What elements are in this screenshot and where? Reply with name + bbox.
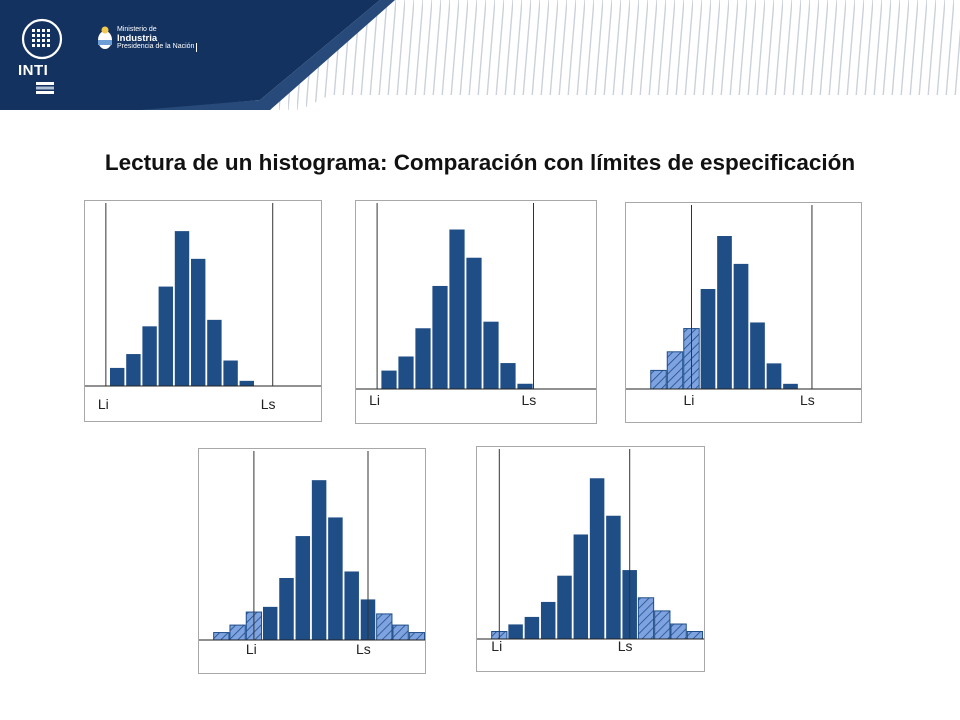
- slide-title: Lectura de un histograma: Comparación co…: [104, 150, 856, 175]
- histogram-bar: [749, 321, 766, 390]
- histogram-bar: [238, 380, 255, 387]
- histogram-panel-3: Li Ls: [625, 202, 862, 423]
- inti-logo-text: INTI: [18, 62, 49, 79]
- lower-limit-label: Li: [684, 392, 695, 408]
- upper-limit-label: Ls: [261, 396, 276, 412]
- histogram-bar: [174, 230, 191, 387]
- lower-limit-label: Li: [246, 641, 257, 657]
- histogram-bar: [125, 353, 142, 387]
- ministry-label: Ministerio de Industria Presidencia de l…: [117, 26, 198, 52]
- ministry-line2: Industria: [117, 32, 158, 44]
- histogram-bar: [448, 228, 466, 390]
- flag-stripes-icon: [36, 82, 54, 94]
- histogram-bar-outside: [686, 631, 704, 640]
- histogram-bar: [507, 623, 524, 640]
- histogram-bar-outside: [376, 613, 393, 641]
- histogram-panel-4: Li Ls: [198, 448, 426, 674]
- histogram-chart: Li Ls: [626, 205, 861, 408]
- histogram-panel-5: Li Ls: [476, 446, 705, 672]
- histogram-bar: [465, 256, 483, 390]
- lower-limit-label: Li: [369, 392, 380, 408]
- upper-limit-label: Ls: [356, 641, 371, 657]
- histogram-bar: [732, 263, 750, 390]
- histogram-bar: [556, 574, 573, 640]
- histogram-bar: [523, 616, 540, 640]
- histogram-bar-outside: [637, 597, 655, 640]
- histogram-bar: [206, 319, 223, 387]
- histogram-bar-outside: [408, 632, 425, 641]
- header-banner: [0, 0, 960, 110]
- histogram-bar: [343, 570, 360, 641]
- ministry-line3: Presidencia de la Nación: [117, 43, 198, 52]
- histogram-bar-outside: [654, 610, 671, 640]
- histogram-bar-outside: [666, 351, 684, 390]
- histogram-bar: [380, 369, 398, 390]
- inti-logo-icon: [21, 18, 63, 60]
- histogram-bar: [222, 359, 239, 387]
- histogram-bar: [540, 601, 557, 640]
- histogram-bar-outside: [650, 369, 667, 390]
- upper-limit-label: Ls: [800, 392, 815, 408]
- histogram-bar: [605, 514, 622, 640]
- histogram-bar: [516, 382, 534, 390]
- histogram-bar: [157, 285, 174, 387]
- ministry-line1: Ministerio de: [117, 26, 157, 33]
- histogram-bar: [278, 577, 295, 641]
- histogram-bar: [765, 362, 783, 390]
- histogram-chart: Li Ls: [356, 203, 596, 408]
- histogram-bar: [589, 477, 606, 640]
- histogram-bar: [782, 383, 799, 390]
- histogram-bar: [716, 235, 733, 390]
- histogram-bar: [311, 479, 328, 641]
- histogram-chart: Li Ls: [477, 449, 704, 654]
- histogram-bar: [699, 288, 717, 390]
- histogram-bar: [190, 258, 207, 387]
- histogram-bar: [499, 362, 517, 390]
- histogram-bar: [431, 285, 449, 390]
- histogram-panel-2: Li Ls: [355, 200, 597, 424]
- histogram-chart: Li Ls: [85, 203, 321, 412]
- histogram-bar: [109, 367, 126, 387]
- histogram-bar: [262, 606, 279, 641]
- histogram-bar: [397, 355, 415, 390]
- histogram-bar: [572, 533, 589, 640]
- histogram-panel-1: Li Ls: [84, 200, 322, 422]
- histogram-bar: [414, 327, 432, 390]
- histogram-chart: Li Ls: [199, 451, 425, 657]
- lower-limit-label: Li: [98, 396, 109, 412]
- histogram-bar: [294, 535, 311, 641]
- histogram-bar-outside: [392, 624, 409, 641]
- lower-limit-label: Li: [491, 638, 502, 654]
- upper-limit-label: Ls: [618, 638, 633, 654]
- upper-limit-label: Ls: [522, 392, 537, 408]
- histogram-bar-outside: [213, 632, 230, 641]
- histogram-bar: [141, 325, 158, 387]
- histogram-bar: [327, 516, 344, 641]
- coat-of-arms-icon: [98, 26, 112, 49]
- histogram-bar-outside: [670, 623, 687, 640]
- histogram-bar-outside: [229, 624, 246, 641]
- histogram-bar: [482, 320, 500, 390]
